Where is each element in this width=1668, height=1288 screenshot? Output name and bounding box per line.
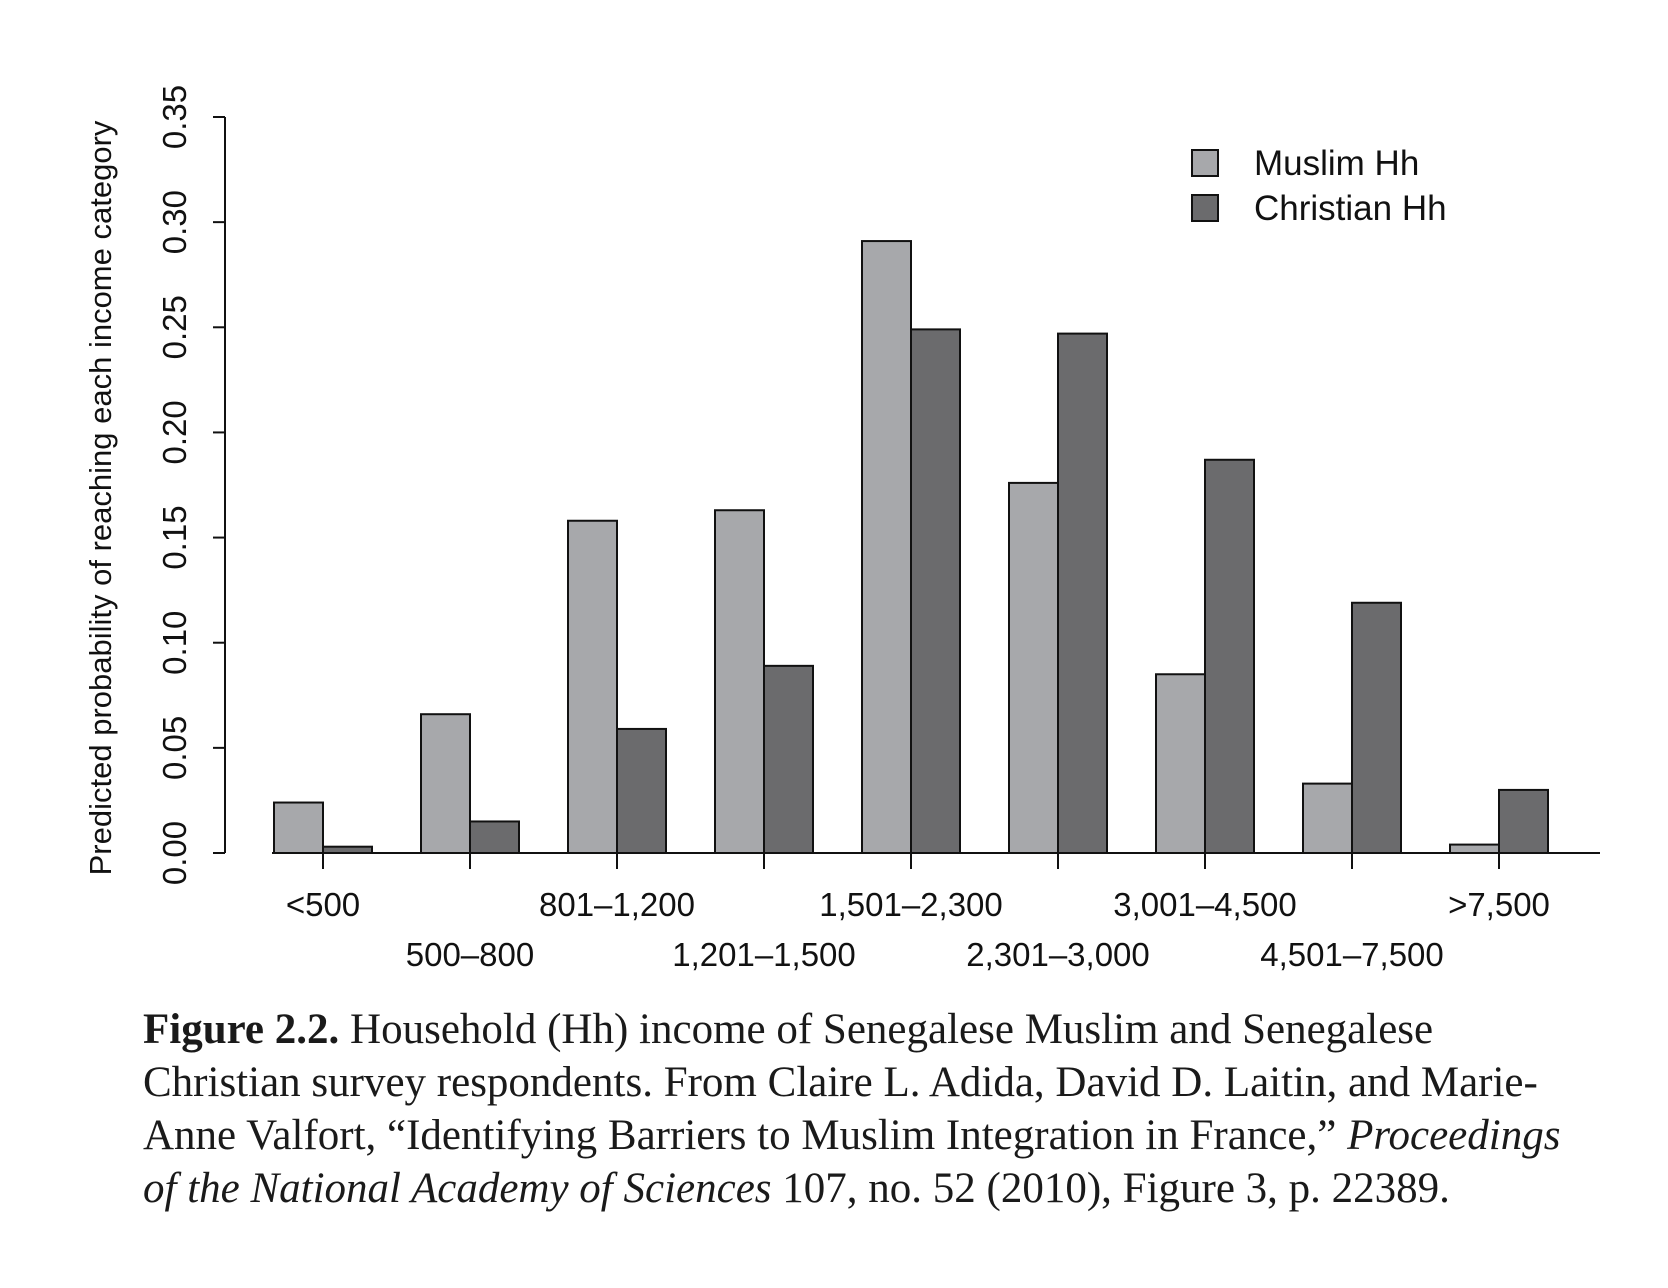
y-tick-label: 0.15 — [156, 505, 193, 569]
bar-chart: 0.00 0.05 0.10 0.15 0.20 0.25 0.30 0.35 Predicte… — [83, 85, 1600, 973]
bar-muslim-0 — [273, 801, 324, 855]
y-tick-label: 0.05 — [156, 716, 193, 780]
bars-group — [273, 240, 1549, 855]
x-tick-label: >7,500 — [1448, 886, 1550, 923]
y-tick-label: 0.25 — [156, 295, 193, 359]
legend-swatch-0 — [1191, 149, 1219, 177]
bar-muslim-3 — [714, 509, 765, 854]
y-axis-label: Predicted probability of reaching each i… — [83, 120, 118, 875]
bar-muslim-1 — [420, 713, 471, 854]
y-tick-label: 0.35 — [156, 85, 193, 149]
legend-label-0: Muslim Hh — [1254, 144, 1419, 183]
bar-christian-2 — [616, 727, 667, 855]
bar-christian-6 — [1204, 458, 1255, 854]
x-tick-label: 3,001–4,500 — [1113, 886, 1297, 923]
legend: Muslim Hh Christian Hh — [1191, 144, 1447, 228]
bar-muslim-6 — [1155, 673, 1206, 854]
x-tick-label: 801–1,200 — [539, 886, 695, 923]
caption-journal: Proceedings of the National Academy of S… — [143, 1112, 1561, 1212]
bar-christian-3 — [763, 664, 814, 854]
x-tick-label: 1,201–1,500 — [672, 936, 856, 973]
x-tick-label: 500–800 — [406, 936, 534, 973]
caption-text-end: 107, no. 52 (2010), Figure 3, p. 22389. — [771, 1165, 1450, 1212]
axes-group: 0.00 0.05 0.10 0.15 0.20 0.25 0.30 0.35 Predicte… — [83, 85, 1600, 973]
bar-muslim-2 — [567, 519, 618, 855]
legend-label-1: Christian Hh — [1254, 189, 1447, 228]
x-tick-label: 4,501–7,500 — [1260, 936, 1444, 973]
y-tick-label: 0.10 — [156, 611, 193, 675]
x-tick-label: 1,501–2,300 — [819, 886, 1003, 923]
y-tick-label: 0.20 — [156, 400, 193, 464]
bar-christian-5 — [1057, 332, 1108, 854]
bar-christian-7 — [1351, 601, 1402, 855]
bar-muslim-7 — [1302, 782, 1353, 854]
caption-label: Figure 2.2. — [143, 1006, 340, 1053]
caption-text: Household (Hh) income of Senegalese Musl… — [143, 1006, 1538, 1159]
bar-christian-8 — [1498, 788, 1549, 855]
bar-christian-4 — [910, 328, 961, 855]
bar-muslim-4 — [861, 240, 912, 855]
x-tick-label: <500 — [286, 886, 360, 923]
bar-muslim-5 — [1008, 481, 1059, 854]
figure-caption: Figure 2.2. Household (Hh) income of Sen… — [143, 1003, 1583, 1215]
y-tick-label: 0.30 — [156, 190, 193, 254]
legend-swatch-1 — [1191, 194, 1219, 222]
x-tick-label: 2,301–3,000 — [966, 936, 1150, 973]
y-tick-label: 0.00 — [156, 821, 193, 885]
bar-christian-1 — [469, 820, 520, 855]
bar-muslim-8 — [1449, 843, 1500, 854]
